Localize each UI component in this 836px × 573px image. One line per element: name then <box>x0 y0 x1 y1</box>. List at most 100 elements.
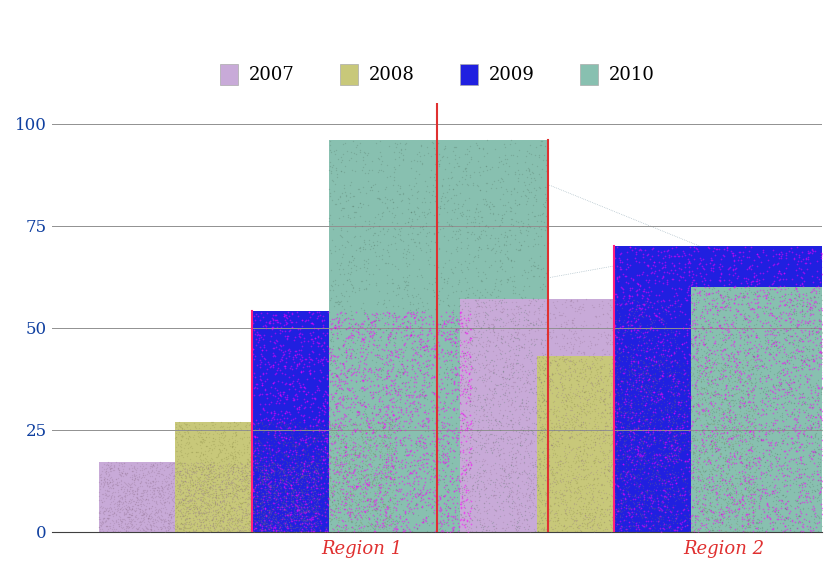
Point <box>695 409 708 418</box>
Point <box>768 340 782 350</box>
Point <box>564 515 578 524</box>
Point <box>738 521 752 531</box>
Point <box>351 203 364 212</box>
Point <box>400 472 413 481</box>
Point <box>250 513 263 522</box>
Point <box>492 409 505 418</box>
Point <box>393 514 406 523</box>
Point <box>639 415 652 425</box>
Point <box>623 502 636 511</box>
Point <box>185 474 198 483</box>
Point <box>206 515 219 524</box>
Point <box>615 431 629 441</box>
Point <box>390 524 403 533</box>
Point <box>780 427 793 437</box>
Point <box>619 353 633 362</box>
Point <box>293 522 306 531</box>
Point <box>516 427 529 436</box>
Point <box>510 201 523 210</box>
Point <box>742 385 756 394</box>
Point <box>460 372 473 382</box>
Point <box>326 160 339 170</box>
Point <box>417 393 431 402</box>
Point <box>386 394 400 403</box>
Point <box>267 498 280 507</box>
Point <box>502 473 515 482</box>
Point <box>616 489 630 498</box>
Point <box>338 447 351 456</box>
Point <box>457 480 471 489</box>
Point <box>484 408 497 417</box>
Point <box>464 394 477 403</box>
Point <box>257 516 271 525</box>
Point <box>559 402 573 411</box>
Point <box>354 497 367 506</box>
Point <box>170 522 183 531</box>
Point <box>541 516 554 525</box>
Point <box>455 454 468 463</box>
Point <box>348 254 361 263</box>
Point <box>356 336 370 345</box>
Point <box>563 370 577 379</box>
Point <box>613 488 626 497</box>
Point <box>423 450 436 459</box>
Point <box>482 493 495 502</box>
Point <box>686 527 699 536</box>
Point <box>457 523 471 532</box>
Point <box>655 478 668 488</box>
Point <box>373 486 386 495</box>
Point <box>656 338 670 347</box>
Point <box>515 398 528 407</box>
Point <box>263 509 276 518</box>
Point <box>563 364 576 373</box>
Point <box>577 404 590 413</box>
Point <box>647 448 660 457</box>
Point <box>809 257 823 266</box>
Point <box>449 325 462 334</box>
Point <box>694 464 707 473</box>
Point <box>758 353 772 362</box>
Point <box>239 506 252 515</box>
Point <box>482 425 495 434</box>
Point <box>747 256 760 265</box>
Point <box>426 388 440 398</box>
Point <box>176 461 190 470</box>
Point <box>208 499 222 508</box>
Point <box>738 503 752 512</box>
Point <box>391 324 405 333</box>
Point <box>292 508 305 517</box>
Point <box>300 453 314 462</box>
Point <box>195 500 208 509</box>
Point <box>715 298 728 307</box>
Point <box>109 516 122 525</box>
Point <box>634 452 647 461</box>
Point <box>336 342 349 351</box>
Point <box>737 313 751 323</box>
Point <box>721 508 734 517</box>
Point <box>283 482 297 491</box>
Point <box>725 419 738 429</box>
Point <box>543 333 557 343</box>
Point <box>727 372 741 382</box>
Point <box>797 309 810 318</box>
Point <box>228 459 242 468</box>
Point <box>818 504 832 513</box>
Point <box>715 346 728 355</box>
Point <box>417 211 431 220</box>
Point <box>662 356 675 366</box>
Point <box>245 476 258 485</box>
Point <box>504 410 517 419</box>
Point <box>265 515 278 524</box>
Point <box>459 483 472 492</box>
Point <box>212 482 225 491</box>
Point <box>521 351 534 360</box>
Point <box>206 499 220 508</box>
Point <box>282 466 295 476</box>
Point <box>686 426 699 435</box>
Point <box>333 393 346 402</box>
Point <box>729 431 742 440</box>
Point <box>720 500 733 509</box>
Point <box>793 390 806 399</box>
Point <box>421 413 434 422</box>
Point <box>552 342 565 351</box>
